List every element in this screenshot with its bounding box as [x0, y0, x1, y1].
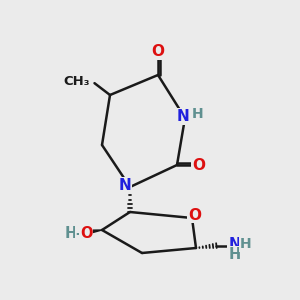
Text: H: H	[228, 247, 241, 262]
Text: O: O	[80, 226, 93, 241]
Text: CH₃: CH₃	[64, 75, 90, 88]
Text: O: O	[192, 158, 205, 172]
Text: H: H	[64, 226, 76, 241]
Text: N: N	[177, 109, 190, 124]
Text: O: O	[152, 44, 164, 59]
Text: N: N	[228, 237, 241, 252]
Text: -: -	[76, 226, 82, 241]
Text: N: N	[118, 178, 131, 193]
Text: H: H	[192, 107, 203, 122]
Text: O: O	[188, 208, 201, 223]
Text: H: H	[240, 237, 251, 251]
Polygon shape	[81, 230, 102, 236]
